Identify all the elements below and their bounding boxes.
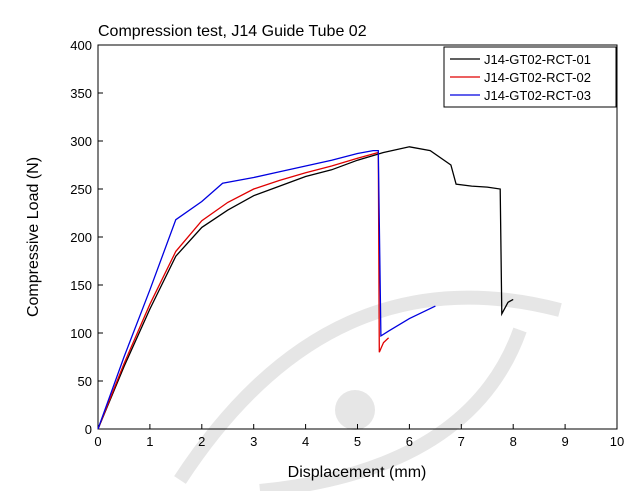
data-line [97, 149, 436, 430]
x-tick-label: 5 [354, 434, 361, 449]
y-tick-label: 250 [70, 182, 92, 197]
chart-title: Compression test, J14 Guide Tube 02 [98, 23, 367, 40]
x-tick-label: 3 [250, 434, 257, 449]
y-tick-label: 100 [70, 326, 92, 341]
data-line [97, 146, 514, 430]
x-tick-label: 2 [198, 434, 205, 449]
y-tick-label: 350 [70, 86, 92, 101]
y-tick-label: 150 [70, 278, 92, 293]
x-tick-label: 8 [510, 434, 517, 449]
watermark-dot [335, 390, 375, 430]
x-tick-label: 7 [458, 434, 465, 449]
x-tick-label: 1 [146, 434, 153, 449]
legend-label: J14-GT02-RCT-02 [484, 70, 591, 85]
y-tick-label: 200 [70, 230, 92, 245]
y-axis-label: Compressive Load (N) [25, 157, 42, 317]
x-tick-label: 4 [302, 434, 309, 449]
watermark-arc [174, 290, 562, 484]
x-tick-label: 9 [561, 434, 568, 449]
x-tick-label: 10 [610, 434, 624, 449]
x-axis-label: Displacement (mm) [288, 464, 427, 481]
x-tick-label: 6 [406, 434, 413, 449]
y-tick-label: 400 [70, 38, 92, 53]
legend-label: J14-GT02-RCT-01 [484, 52, 591, 67]
watermark-arc [259, 327, 527, 496]
y-tick-label: 50 [78, 374, 92, 389]
legend-label: J14-GT02-RCT-03 [484, 88, 591, 103]
watermark [174, 290, 562, 496]
y-tick-label: 300 [70, 134, 92, 149]
data-line [97, 151, 390, 430]
x-tick-label: 0 [94, 434, 101, 449]
y-tick-label: 0 [85, 422, 92, 437]
